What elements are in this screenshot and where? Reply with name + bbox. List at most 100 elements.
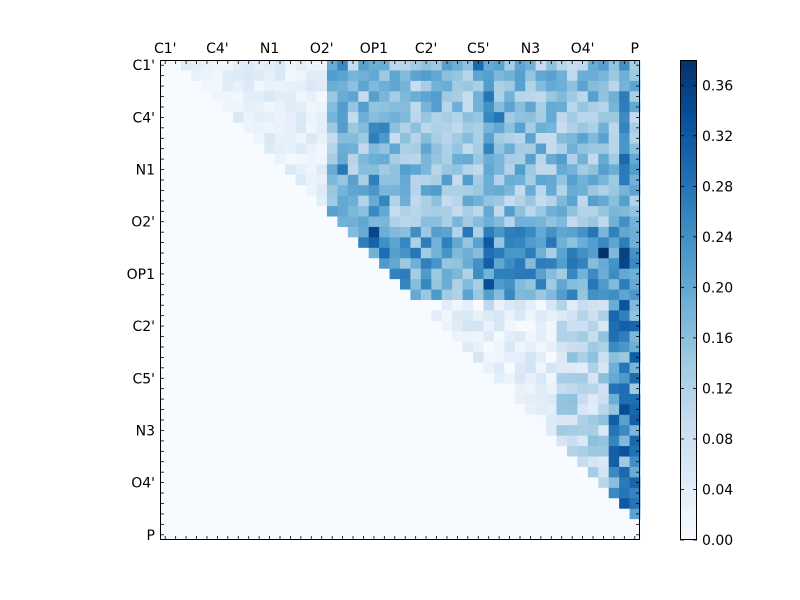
heatmap-cell xyxy=(535,247,547,259)
heatmap-cell xyxy=(358,519,370,530)
heatmap-cell xyxy=(462,60,474,71)
heatmap-cell xyxy=(201,164,213,176)
heatmap-cell xyxy=(191,362,203,374)
x-tick-label: OP1 xyxy=(360,41,388,57)
heatmap-cell xyxy=(629,529,641,541)
heatmap-cell xyxy=(598,320,610,332)
heatmap-cell xyxy=(212,310,223,322)
heatmap-cell xyxy=(462,122,474,134)
heatmap-cell xyxy=(400,122,411,134)
heatmap-cell xyxy=(546,80,557,92)
heatmap-cell xyxy=(222,258,234,270)
heatmap-cell xyxy=(525,258,537,270)
heatmap-cell xyxy=(358,206,370,217)
heatmap-cell xyxy=(389,529,401,541)
heatmap-cell xyxy=(462,143,474,155)
heatmap-cell xyxy=(483,279,495,290)
heatmap-cell xyxy=(525,477,537,489)
heatmap-cell xyxy=(347,341,359,353)
heatmap-cell xyxy=(316,133,328,144)
heatmap-cell xyxy=(212,331,223,343)
heatmap-cell xyxy=(201,519,213,530)
heatmap-cell xyxy=(598,101,610,113)
heatmap-cell xyxy=(243,101,255,113)
heatmap-cell xyxy=(556,383,568,395)
heatmap-cell xyxy=(358,237,370,249)
heatmap-cell xyxy=(201,174,213,186)
heatmap-cell xyxy=(535,383,547,395)
heatmap-cell xyxy=(389,101,401,113)
colorbar-segment xyxy=(680,372,697,377)
heatmap-cell xyxy=(285,383,297,395)
heatmap-cell xyxy=(462,331,474,343)
heatmap-cell xyxy=(358,508,370,520)
heatmap-cell xyxy=(400,383,411,395)
heatmap-cell xyxy=(420,435,432,447)
heatmap-cell xyxy=(566,206,578,217)
heatmap-cell xyxy=(347,289,359,301)
heatmap-cell xyxy=(514,185,526,197)
heatmap-cell xyxy=(629,122,641,134)
heatmap-cell xyxy=(410,206,422,217)
heatmap-cell xyxy=(253,268,265,280)
heatmap-cell xyxy=(525,268,537,280)
heatmap-cell xyxy=(546,143,557,155)
heatmap-cell xyxy=(160,247,171,259)
heatmap-cell xyxy=(201,341,213,353)
heatmap-cell xyxy=(222,404,234,416)
heatmap-cell xyxy=(389,341,401,353)
heatmap-cell xyxy=(400,300,411,311)
heatmap-cell xyxy=(368,529,380,541)
heatmap-cell xyxy=(598,446,610,457)
heatmap-cell xyxy=(295,404,307,416)
heatmap-cell xyxy=(431,393,443,405)
heatmap-cell xyxy=(431,216,443,228)
heatmap-cell xyxy=(316,508,328,520)
heatmap-cell xyxy=(253,80,265,92)
heatmap-cell xyxy=(598,122,610,134)
heatmap-cell xyxy=(160,174,171,186)
heatmap-cell xyxy=(274,143,286,155)
heatmap-cell xyxy=(326,519,338,530)
heatmap-cell xyxy=(420,153,432,165)
heatmap-cell xyxy=(274,487,286,499)
heatmap-cell xyxy=(201,185,213,197)
heatmap-cell xyxy=(201,122,213,134)
heatmap-cell xyxy=(285,331,297,343)
heatmap-cell xyxy=(160,393,171,405)
heatmap-cell xyxy=(316,112,328,123)
heatmap-cell xyxy=(598,185,610,197)
heatmap-cell xyxy=(306,508,317,520)
heatmap-cell xyxy=(170,529,182,541)
heatmap-cell xyxy=(483,60,495,71)
heatmap-cell xyxy=(379,352,390,363)
heatmap-cell xyxy=(191,195,203,207)
heatmap-cell xyxy=(316,435,328,447)
heatmap-cell xyxy=(504,70,516,82)
y-tick-label: OP1 xyxy=(127,267,155,283)
colorbar-segment xyxy=(680,152,697,157)
heatmap-cell xyxy=(473,498,484,510)
heatmap-cell xyxy=(556,206,568,217)
heatmap-cell xyxy=(326,414,338,426)
heatmap-cell xyxy=(274,60,286,71)
heatmap-cell xyxy=(473,226,484,238)
heatmap-cell xyxy=(326,341,338,353)
heatmap-cell xyxy=(274,279,286,290)
heatmap-cell xyxy=(566,498,578,510)
heatmap-cell xyxy=(535,258,547,270)
heatmap-cell xyxy=(629,268,641,280)
heatmap-cell xyxy=(379,258,390,270)
heatmap-cell xyxy=(389,352,401,363)
heatmap-cell xyxy=(295,393,307,405)
heatmap-cell xyxy=(170,174,182,186)
heatmap-cell xyxy=(379,487,390,499)
heatmap-cell xyxy=(566,143,578,155)
heatmap-cell xyxy=(504,101,516,113)
colorbar-segment xyxy=(680,120,697,125)
heatmap-cell xyxy=(379,122,390,134)
heatmap-cell xyxy=(212,404,223,416)
heatmap-cell xyxy=(420,300,432,311)
heatmap-cell xyxy=(483,331,495,343)
heatmap-cell xyxy=(400,185,411,197)
